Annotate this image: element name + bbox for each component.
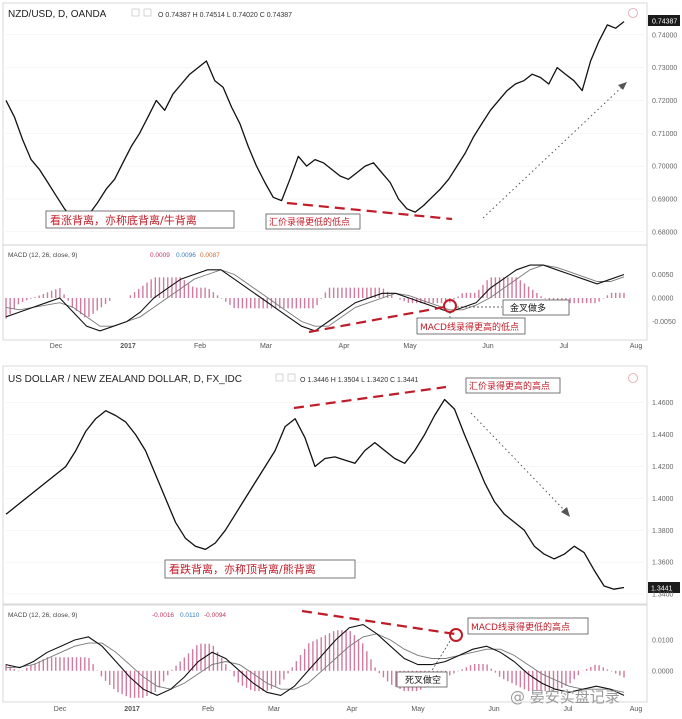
- price-y-tick: 1.3400: [652, 592, 674, 599]
- last-price-badge-1: [648, 15, 680, 26]
- macd-value-signal-2: -0.0094: [204, 612, 226, 619]
- last-price-badge-2: [648, 582, 680, 593]
- x-axis-tick: Jun: [488, 706, 499, 713]
- cross-note-1: 金叉做多: [510, 302, 546, 314]
- downtrend-arrow-line: [470, 412, 568, 514]
- x-axis-tick: May: [411, 706, 425, 713]
- x-axis-tick: 2017: [124, 706, 140, 713]
- macd-value-macd-2: 0.0110: [180, 612, 200, 619]
- price-y-tick: 1.3800: [652, 528, 674, 535]
- x-axis-tick: May: [403, 343, 417, 350]
- price-y-tick: 1.4000: [652, 496, 674, 503]
- x-axis-tick: Dec: [54, 706, 67, 713]
- x-axis-tick: Jul: [564, 706, 573, 713]
- divergence-label-box-2: [164, 559, 356, 579]
- divergence-label-box-1: [45, 210, 235, 229]
- x-axis-tick: Jun: [482, 343, 493, 350]
- macd-note-box-2: [467, 617, 589, 635]
- last-price-2: 1.3441: [651, 586, 673, 593]
- price-divergence-line-2: [293, 385, 447, 410]
- macd-note-box-1: [416, 317, 526, 335]
- macd-note-1: MACD线录得更高的低点: [420, 321, 519, 333]
- cross-note-2: 死叉做空: [405, 674, 441, 686]
- cross-note-box-2: [396, 671, 448, 688]
- price-y-tick: 0.72000: [652, 98, 677, 105]
- price-note-2: 汇价录得更高的高点: [469, 380, 550, 392]
- macd-divergence-line-2: [301, 609, 456, 636]
- divergence-label-1: 看涨背离，亦称底背离/牛背离: [50, 213, 197, 227]
- price-note-box-2: [465, 377, 561, 394]
- cross-pointer-2: [430, 640, 451, 673]
- price-y-tick: 1.4600: [652, 400, 674, 407]
- x-axis-tick: Feb: [194, 343, 206, 350]
- price-y-tick: 0.70000: [652, 164, 677, 171]
- uptrend-arrow-line: [482, 84, 625, 219]
- macd-y-tick: 0.0000: [652, 296, 674, 303]
- macd-divergence-line-1: [308, 304, 451, 334]
- macd-value-signal-1: 0.0087: [200, 252, 220, 259]
- macd-y-tick: -0.0050: [652, 319, 676, 326]
- price-note-1: 汇价录得更低的低点: [269, 216, 350, 228]
- x-axis-tick: 2017: [120, 343, 136, 350]
- ohlc-readout-1: O 0.74387 H 0.74514 L 0.74020 C 0.74387: [158, 12, 292, 19]
- x-axis-tick: Apr: [339, 343, 351, 350]
- uptrend-arrowhead: [618, 82, 627, 90]
- price-line: [5, 398, 625, 590]
- x-axis-tick: Apr: [347, 706, 359, 713]
- price-y-tick: 1.3600: [652, 560, 674, 567]
- macd-panel-frame-2: [2, 604, 648, 703]
- price-y-tick: 0.69000: [652, 196, 677, 203]
- divergence-label-2: 看跌背离，亦称顶背离/熊背离: [169, 562, 316, 576]
- macd-panel-frame-1: [2, 244, 648, 341]
- macd-note-2: MACD线录得更低的高点: [471, 621, 570, 633]
- macd-label-1: MACD (12, 26, close, 9): [8, 252, 77, 259]
- chart-title-1: NZD/USD, D, OANDA: [8, 9, 107, 20]
- price-y-tick: 1.4200: [652, 464, 674, 471]
- price-panel-frame-1: [2, 2, 648, 246]
- price-line: [5, 21, 625, 225]
- price-panel-frame-2: [2, 365, 648, 605]
- ohlc-readout-2: O 1.3446 H 1.3504 L 1.3420 C 1.3441: [300, 377, 419, 384]
- cross-note-box-1: [502, 299, 570, 316]
- death-cross-marker: [449, 628, 463, 642]
- header-icons-1[interactable]: [131, 8, 152, 17]
- downtrend-arrowhead: [561, 507, 570, 517]
- x-axis-tick: Aug: [630, 343, 643, 350]
- price-note-box-1: [265, 213, 361, 230]
- macd-line: [5, 624, 625, 697]
- x-axis-tick: Jul: [560, 343, 569, 350]
- x-axis-tick: Feb: [202, 706, 214, 713]
- macd-value-hist-1: 0.0009: [150, 252, 170, 259]
- watermark: @ 晏安实盘记录: [510, 688, 620, 706]
- chart-title-2: US DOLLAR / NEW ZEALAND DOLLAR, D, FX_ID…: [8, 374, 242, 385]
- macd-y-tick: 0.0050: [652, 272, 674, 279]
- price-y-tick: 0.73000: [652, 65, 677, 72]
- macd-y-tick: 0.0100: [652, 638, 674, 645]
- last-price-1: 0.74387: [652, 19, 677, 26]
- settings-icon-1[interactable]: [628, 8, 638, 18]
- x-axis-tick: Dec: [50, 343, 63, 350]
- x-axis-tick: Mar: [268, 706, 281, 713]
- x-axis-tick: Aug: [630, 706, 643, 713]
- price-y-tick: 0.74000: [652, 32, 677, 39]
- settings-icon-2[interactable]: [628, 373, 638, 383]
- macd-y-tick: 0.0000: [652, 668, 674, 675]
- price-y-tick: 0.71000: [652, 131, 677, 138]
- macd-value-macd-1: 0.0096: [176, 252, 196, 259]
- macd-signal-line: [5, 264, 625, 327]
- price-divergence-line-1: [286, 201, 453, 221]
- macd-label-2: MACD (12, 26, close, 9): [8, 612, 77, 619]
- macd-line: [5, 264, 625, 332]
- macd-value-hist-2: -0.0016: [152, 612, 174, 619]
- macd-signal-line: [5, 633, 625, 693]
- header-icons-2[interactable]: [275, 373, 296, 382]
- price-y-tick: 0.68000: [652, 229, 677, 236]
- x-axis-tick: Mar: [260, 343, 273, 350]
- price-y-tick: 1.4400: [652, 432, 674, 439]
